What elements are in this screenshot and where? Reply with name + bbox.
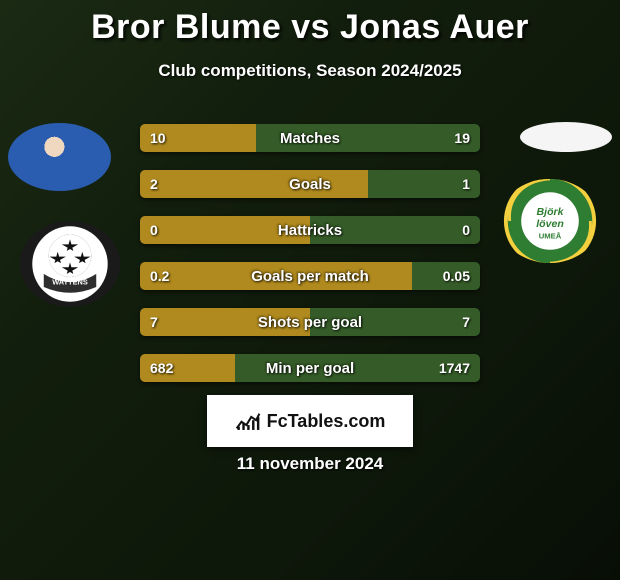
stat-value-player1: 682 [150,354,173,382]
comparison-subtitle: Club competitions, Season 2024/2025 [0,61,620,81]
comparison-title: Bror Blume vs Jonas Auer [0,0,620,47]
fctables-logo-icon [235,410,261,432]
stat-value-player2: 0.05 [443,262,470,290]
stat-row: Hattricks0 0 [140,216,480,244]
stat-value-player1: 0 [150,216,158,244]
stat-label: Goals per match [140,262,480,290]
stat-bars: Matches10 19 Goals2 1 Hattricks0 0 Goals per m… [140,124,480,400]
stat-label: Goals [140,170,480,198]
snapshot-date: 11 november 2024 [0,454,620,474]
stat-row: Shots per goal7 7 [140,308,480,336]
club2-badge-icon: Björk löven UMEÅ [502,179,598,263]
stat-value-player2: 7 [462,308,470,336]
stat-row: Matches10 19 [140,124,480,152]
stat-value-player2: 1 [462,170,470,198]
stat-value-player1: 0.2 [150,262,169,290]
stat-row: Goals per match0.2 0.05 [140,262,480,290]
attribution-text: FcTables.com [267,411,386,432]
stat-label: Matches [140,124,480,152]
attribution-card[interactable]: FcTables.com [207,395,413,447]
stat-row: Min per goal682 1747 [140,354,480,382]
stat-label: Hattricks [140,216,480,244]
club1-badge-icon: WATTENS [29,223,111,305]
player2-avatar [520,122,612,152]
svg-text:UMEÅ: UMEÅ [538,231,561,240]
stat-value-player2: 19 [454,124,470,152]
svg-text:WATTENS: WATTENS [52,278,88,287]
club2-badge: Björk löven UMEÅ [499,179,600,263]
stat-value-player2: 1747 [439,354,470,382]
stat-value-player1: 2 [150,170,158,198]
stat-label: Min per goal [140,354,480,382]
stat-value-player2: 0 [462,216,470,244]
svg-text:löven: löven [536,218,564,230]
content-root: Bror Blume vs Jonas Auer Club competitio… [0,0,620,580]
svg-text:Björk: Björk [536,206,564,218]
player1-avatar [8,123,111,191]
stat-row: Goals2 1 [140,170,480,198]
stat-value-player1: 10 [150,124,166,152]
club1-badge: WATTENS [20,221,120,307]
stat-value-player1: 7 [150,308,158,336]
stat-label: Shots per goal [140,308,480,336]
